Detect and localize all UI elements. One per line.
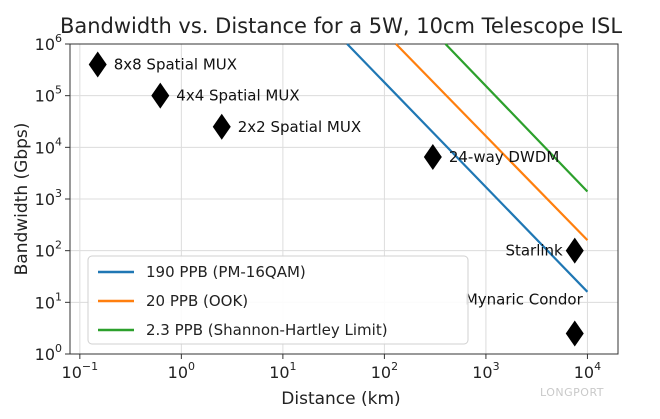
point-marker-6 bbox=[565, 320, 584, 347]
point-label-3: 2x2 Spatial MUX bbox=[238, 118, 361, 136]
x-tick-label: 100 bbox=[168, 360, 195, 382]
point-marker-2 bbox=[151, 82, 170, 109]
y-tick-label: 106 bbox=[35, 32, 62, 54]
y-tick-label: 103 bbox=[35, 187, 62, 209]
series-layer bbox=[346, 43, 589, 293]
chart-title: Bandwidth vs. Distance for a 5W, 10cm Te… bbox=[60, 14, 622, 38]
x-tick-label: 103 bbox=[472, 360, 499, 382]
x-tick-label: 102 bbox=[371, 360, 398, 382]
point-label-1: 8x8 Spatial MUX bbox=[114, 56, 237, 74]
point-label-6: Mynaric Condor bbox=[465, 290, 584, 308]
points-layer: 8x8 Spatial MUX 4x4 Spatial MUX 2x2 Spatia… bbox=[88, 51, 584, 347]
point-marker-5 bbox=[565, 237, 584, 264]
x-tick-label: 10−1 bbox=[62, 360, 99, 382]
x-axis-ticks: 10−1 100 101 102 103 104 bbox=[62, 354, 601, 382]
point-label-2: 4x4 Spatial MUX bbox=[176, 87, 299, 105]
legend-label-3: 2.3 PPB (Shannon-Hartley Limit) bbox=[146, 321, 388, 339]
series-line-2 bbox=[395, 43, 589, 241]
y-tick-label: 104 bbox=[35, 135, 62, 157]
legend: 190 PPB (PM-16QAM) 20 PPB (OOK) 2.3 PPB (S… bbox=[87, 255, 469, 345]
y-axis-label: Bandwidth (Gbps) bbox=[12, 123, 32, 276]
legend-label-2: 20 PPB (OOK) bbox=[146, 292, 248, 310]
x-tick-label: 101 bbox=[269, 360, 296, 382]
y-tick-label: 102 bbox=[35, 239, 62, 261]
point-marker-4 bbox=[423, 143, 442, 170]
point-marker-3 bbox=[212, 113, 231, 140]
watermark: LONGPORT bbox=[540, 386, 604, 399]
y-tick-label: 100 bbox=[35, 342, 62, 364]
x-axis-label: Distance (km) bbox=[281, 389, 400, 409]
y-tick-label: 105 bbox=[35, 84, 62, 106]
point-marker-1 bbox=[88, 51, 107, 78]
legend-box bbox=[87, 255, 469, 345]
x-tick-label: 104 bbox=[574, 360, 601, 382]
point-label-5: Starlink bbox=[505, 242, 563, 260]
series-line-3 bbox=[444, 43, 589, 193]
series-line-1 bbox=[346, 43, 589, 293]
point-label-4: 24-way DWDM bbox=[449, 148, 559, 166]
legend-label-1: 190 PPB (PM-16QAM) bbox=[146, 263, 306, 281]
y-axis-ticks: 100 101 102 103 104 105 106 bbox=[35, 32, 70, 364]
y-tick-label: 101 bbox=[35, 290, 62, 312]
